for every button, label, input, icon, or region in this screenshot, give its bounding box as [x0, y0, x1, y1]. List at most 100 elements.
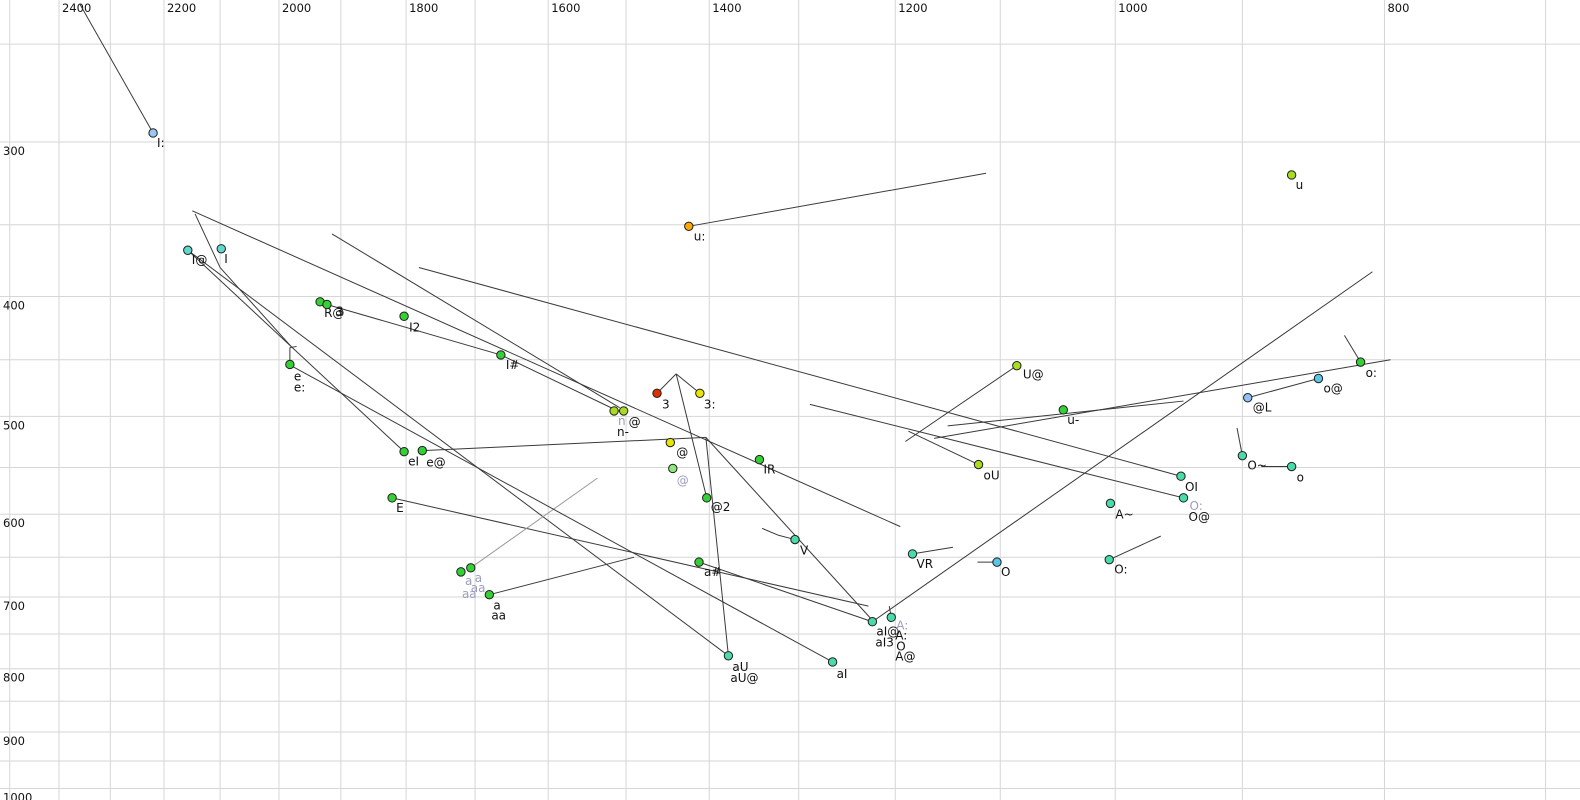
vowel-point-OI[interactable]	[1176, 471, 1186, 481]
vowel-point-u:[interactable]	[684, 221, 694, 232]
vowel-label-a: a	[493, 599, 500, 613]
vowel-point-IR[interactable]	[754, 454, 765, 465]
vowel-point-o[interactable]	[1286, 461, 1297, 472]
vowel-label-3r: 3	[336, 304, 344, 318]
y-tick-label-1000: 1000	[3, 791, 32, 800]
vowel-point-aU[interactable]	[723, 651, 734, 661]
vowel-point-a#[interactable]	[694, 557, 704, 567]
vowel-point-O[interactable]	[992, 557, 1002, 567]
trajectory-line-5	[187, 249, 405, 453]
y-tick-label-300: 300	[3, 144, 25, 158]
vowel-label-@: @	[676, 446, 688, 460]
trajectory-line-23	[905, 365, 1018, 442]
trajectory-line-9	[331, 233, 620, 409]
vowel-point-I2[interactable]	[399, 311, 409, 321]
vowel-point-u[interactable]	[1286, 170, 1297, 180]
vowel-point-@L[interactable]	[1243, 393, 1253, 403]
vowel-label-A:-1: A:	[895, 628, 907, 642]
trajectory-line-15	[470, 477, 598, 569]
vowel-point-VR[interactable]	[907, 549, 918, 559]
vowel-label-a#: a#	[704, 565, 721, 579]
vowel-label-U@: U@	[1023, 368, 1044, 382]
vowel-label-I2: I2	[409, 320, 420, 334]
vowel-label-O@: O:	[1190, 499, 1203, 513]
trajectory-line-35	[761, 527, 779, 536]
vowel-label-@c: @	[629, 415, 641, 429]
vowel-label-R@: R@	[324, 306, 344, 320]
vowel-point-e[interactable]	[285, 359, 295, 370]
vowel-point-oU[interactable]	[973, 459, 984, 470]
vowel-point-U@[interactable]	[1012, 360, 1022, 371]
vowel-label-O: O	[1001, 565, 1010, 579]
vowel-point-3[interactable]	[652, 388, 662, 398]
vowel-point-u-[interactable]	[1058, 405, 1069, 415]
vowel-label-n-: n	[618, 414, 626, 428]
vowel-label-A:: A:	[896, 618, 908, 632]
vowel-label-n--1: n-	[617, 425, 629, 439]
vowel-point-I#[interactable]	[496, 350, 506, 360]
vowel-point-V[interactable]	[790, 534, 800, 545]
vowel-point-aI[interactable]	[827, 657, 838, 667]
vowel-point-3r[interactable]	[322, 299, 332, 310]
vowel-point-O@[interactable]	[1178, 493, 1189, 503]
axis-labels: 2400 2200 2000 1800 1600 1400 1200 1000 800 300 40…	[3, 1, 1409, 800]
vowel-point-O:[interactable]	[1104, 554, 1114, 565]
vowel-point-@[interactable]	[665, 437, 675, 448]
vowel-label-u: u	[1296, 178, 1304, 192]
trajectory-line-26	[934, 359, 1391, 439]
trajectory-line-28	[1344, 335, 1362, 363]
vowel-point-n-[interactable]	[609, 406, 619, 416]
trajectory-line-10	[418, 267, 1182, 477]
trajectory-line-14	[391, 497, 869, 607]
trajectory-line-4	[289, 345, 297, 349]
vowel-point-3:[interactable]	[695, 388, 705, 398]
trajectory-line-33	[912, 546, 954, 555]
vowel-label-aI@: aI@	[876, 625, 899, 639]
vowel-point-aI@[interactable]	[867, 617, 878, 627]
vowel-point-ag2[interactable]	[466, 563, 476, 573]
trajectory-line-21	[698, 561, 873, 623]
x-tick-label-2000: 2000	[282, 1, 311, 15]
vowel-point-ag1[interactable]	[456, 567, 466, 577]
vowel-point-A:[interactable]	[886, 612, 896, 623]
trajectory-line-7	[326, 304, 502, 356]
trajectory-line-0	[79, 3, 154, 134]
vowel-label-ag1-1: aa	[462, 587, 477, 601]
vowel-point-I:[interactable]	[148, 128, 158, 138]
vowel-point-I[interactable]	[216, 244, 226, 254]
vowel-point-eI[interactable]	[399, 446, 409, 457]
trajectory-line-38	[809, 403, 1184, 499]
vowel-point-e@[interactable]	[417, 445, 427, 456]
vowel-point-@c[interactable]	[618, 406, 629, 416]
vowel-point-A~[interactable]	[1105, 498, 1116, 509]
vowel-point-E[interactable]	[387, 493, 397, 503]
vowel-point-@g[interactable]	[668, 463, 678, 474]
vowel-label-O:: O:	[1114, 563, 1127, 577]
vowel-point-@2[interactable]	[702, 493, 712, 503]
x-tick-label-1800: 1800	[409, 1, 438, 15]
x-tick-label-2400: 2400	[62, 1, 91, 15]
y-tick-label-400: 400	[3, 298, 25, 312]
vowel-label-o:: o:	[1366, 366, 1377, 380]
vowel-point-O~[interactable]	[1237, 450, 1248, 461]
vowel-label-A:-3: A@	[895, 649, 915, 663]
trajectory-line-11	[422, 436, 706, 452]
trajectory-line-24	[908, 430, 979, 466]
vowel-point-a[interactable]	[484, 589, 495, 600]
trajectory-line-6	[187, 249, 729, 657]
trajectory-line-19	[675, 373, 708, 498]
vowel-label-u-: u-	[1067, 413, 1079, 427]
y-tick-label-600: 600	[3, 516, 25, 530]
vowel-label-eI: eI	[408, 455, 419, 469]
vowel-point-o:[interactable]	[1355, 357, 1366, 367]
vowel-point-I@[interactable]	[183, 245, 193, 255]
vowel-point-o@[interactable]	[1313, 373, 1324, 384]
y-tick-label-900: 900	[3, 734, 25, 748]
vowel-label-I@: I@	[192, 253, 208, 267]
trajectory-line-20	[290, 365, 833, 663]
vowel-label-3: 3	[662, 397, 670, 411]
trajectory-line-36	[192, 210, 901, 528]
trajectory-line-13	[705, 437, 873, 621]
